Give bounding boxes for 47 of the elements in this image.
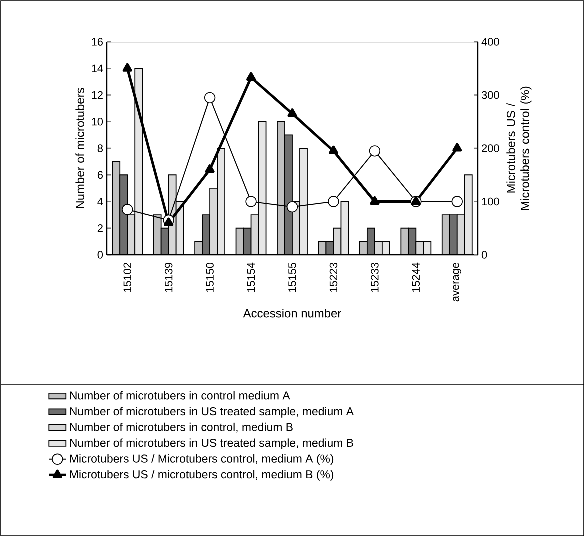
x-tick-label: 15102 <box>124 263 132 292</box>
x-tick-label: 15244 <box>412 262 420 292</box>
x-tick-label: 15150 <box>206 262 214 292</box>
bar <box>340 201 350 255</box>
legend-label: Number of microtubers in control, medium B <box>70 422 293 433</box>
y2-tick-label: 100 <box>482 198 500 206</box>
point <box>122 63 132 72</box>
y2-axis-title: Microtubers US / Microtubers control (%) <box>506 86 532 210</box>
legend-label: Number of microtubers in control medium A <box>70 391 290 400</box>
legend-label: Number of microtubers in US treated sample, medium B <box>70 438 354 450</box>
point <box>122 204 134 216</box>
point <box>205 164 215 174</box>
y-tick-label: 12 <box>92 91 103 100</box>
x-axis-title: Accession number <box>243 308 342 318</box>
point <box>328 196 340 208</box>
y-tick-label: 6 <box>98 171 103 180</box>
point <box>288 108 298 118</box>
y-tick-label: 2 <box>98 224 103 232</box>
x-tick-label: 15155 <box>288 262 296 292</box>
point <box>246 72 256 81</box>
y2-tick-label: 400 <box>482 38 500 46</box>
y-tick-label: 4 <box>98 198 104 206</box>
y2-tick-label: 200 <box>482 144 500 152</box>
legend-label: Microtubers US / microtubers control, medium B (%) <box>70 470 334 481</box>
bar <box>258 121 267 255</box>
legend-label: Microtubers US / Microtubers control, medium A (%) <box>70 454 334 466</box>
point <box>164 218 174 226</box>
y-tick-label: 14 <box>92 64 104 72</box>
y2-tick-label: 300 <box>482 91 500 100</box>
x-tick-label: 15154 <box>247 262 256 292</box>
y-tick-label: 0 <box>98 251 104 259</box>
point <box>246 196 257 208</box>
y-tick-label: 8 <box>98 144 103 152</box>
point <box>328 146 338 154</box>
y-axis-title: Number of microtubers <box>76 88 84 208</box>
x-tick-label: average <box>453 262 462 302</box>
point <box>286 201 298 213</box>
bar <box>250 214 260 255</box>
x-tick-label: 15233 <box>371 262 379 292</box>
point <box>452 143 462 152</box>
legend-label: Number of microtubers in US treated sample, medium A <box>70 407 354 418</box>
y2-tick-label: 0 <box>482 251 488 259</box>
x-tick-label: 15223 <box>330 262 338 292</box>
x-tick-label: 15139 <box>164 263 173 292</box>
y-tick-label: 16 <box>92 38 103 46</box>
y-tick-label: 10 <box>92 118 104 126</box>
point <box>370 196 380 206</box>
